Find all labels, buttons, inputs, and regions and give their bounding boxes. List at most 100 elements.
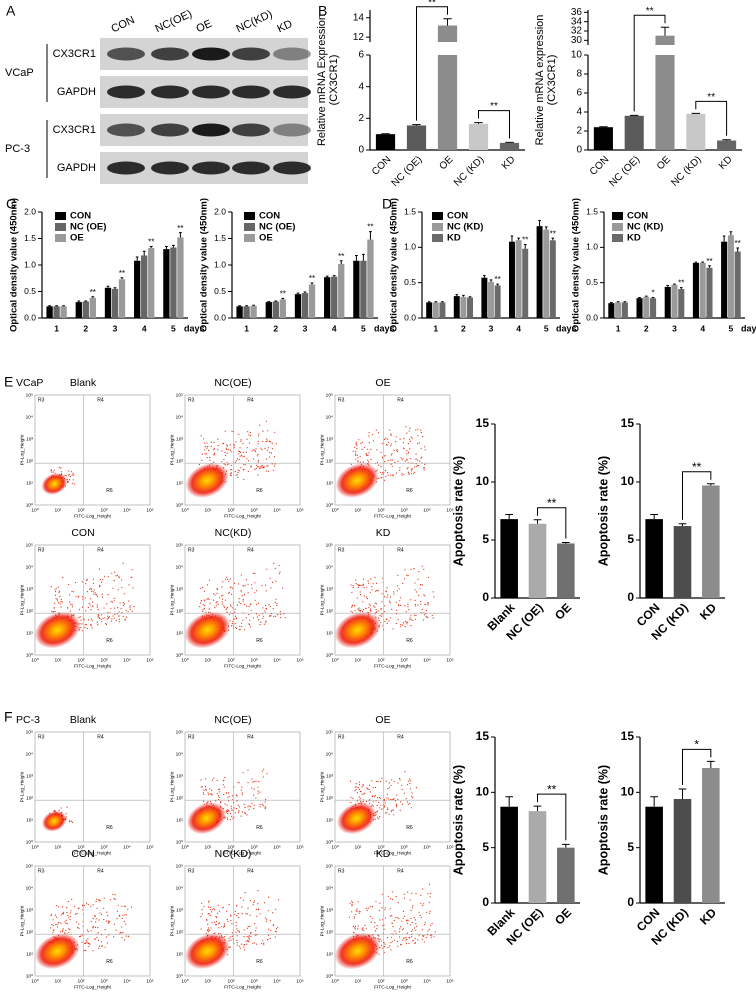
x-tick-label: KD — [697, 600, 719, 622]
event-dot — [381, 452, 382, 453]
event-dot — [115, 894, 116, 895]
event-dot — [50, 927, 51, 928]
significance-label: ** — [338, 252, 344, 261]
event-dot — [239, 626, 240, 627]
blot-band — [151, 162, 189, 175]
event-dot — [244, 807, 245, 808]
event-dot — [252, 450, 253, 451]
lane-label: NC(OE) — [153, 8, 194, 35]
y-tick-label: 10¹ — [26, 951, 33, 957]
event-dot — [248, 782, 249, 783]
event-dot — [70, 611, 71, 612]
event-dot — [93, 579, 94, 580]
y-axis-label: PI-Log_Height — [19, 771, 25, 802]
event-dot — [111, 618, 112, 619]
event-dot — [256, 468, 257, 469]
event-dot — [385, 470, 386, 471]
event-dot — [209, 599, 210, 600]
event-dot — [419, 912, 420, 913]
gate-label: R6 — [406, 638, 413, 644]
event-dot — [71, 899, 72, 900]
event-dot — [262, 940, 263, 941]
event-dot — [75, 596, 76, 597]
event-dot — [355, 610, 356, 611]
event-dot — [362, 601, 363, 602]
event-dot — [379, 816, 380, 817]
event-dot — [55, 915, 56, 916]
event-dot — [85, 597, 86, 598]
event-dot — [258, 435, 259, 436]
event-dot — [248, 805, 249, 806]
event-dot — [230, 936, 231, 937]
event-dot — [51, 924, 52, 925]
event-dot — [252, 781, 253, 782]
event-dot — [262, 467, 263, 468]
event-dot — [221, 587, 222, 588]
event-dot — [247, 928, 248, 929]
event-dot — [384, 929, 385, 930]
event-dot — [246, 579, 247, 580]
event-dot — [275, 568, 276, 569]
x-axis-label: FITC-Log_Height — [74, 513, 111, 519]
event-dot — [370, 592, 371, 593]
event-dot — [72, 483, 73, 484]
event-dot — [377, 925, 378, 926]
event-dot — [205, 778, 206, 779]
event-dot — [424, 446, 425, 447]
event-dot — [404, 894, 405, 895]
y-tick-label: 10¹ — [176, 817, 183, 823]
event-dot — [253, 458, 254, 459]
error-bar — [355, 255, 358, 260]
event-dot — [220, 802, 221, 803]
event-dot — [211, 790, 212, 791]
event-dot — [410, 617, 411, 618]
event-dot — [377, 797, 378, 798]
bar — [302, 293, 308, 318]
event-dot — [415, 605, 416, 606]
event-dot — [203, 438, 204, 439]
event-dot — [93, 926, 94, 927]
event-dot — [264, 448, 265, 449]
bar — [543, 230, 549, 318]
event-dot — [366, 587, 367, 588]
event-dot — [57, 600, 58, 601]
event-dot — [262, 431, 263, 432]
bar — [250, 306, 256, 318]
event-dot — [100, 579, 101, 580]
gate-label: R4 — [97, 397, 104, 403]
event-dot — [258, 619, 259, 620]
y-tick-label: 0.5 — [404, 277, 416, 287]
event-dot — [359, 913, 360, 914]
event-dot — [59, 596, 60, 597]
event-dot — [391, 915, 392, 916]
y-tick-label: 1.0 — [586, 242, 598, 252]
event-dot — [201, 903, 202, 904]
event-dot — [409, 619, 410, 620]
event-dot — [419, 442, 420, 443]
event-dot — [375, 787, 376, 788]
event-dot — [384, 799, 385, 800]
event-dot — [237, 605, 238, 606]
event-dot — [211, 927, 212, 928]
event-dot — [90, 624, 91, 625]
event-dot — [231, 806, 232, 807]
event-dot — [209, 788, 210, 789]
event-dot — [68, 932, 69, 933]
event-dot — [106, 624, 107, 625]
bar — [367, 240, 373, 318]
bar — [625, 116, 644, 150]
event-dot — [227, 819, 228, 820]
event-dot — [227, 579, 228, 580]
event-dot — [53, 471, 54, 472]
event-dot — [101, 582, 102, 583]
event-dot — [203, 790, 204, 791]
event-dot — [254, 923, 255, 924]
y-tick-label: 6 — [358, 50, 364, 61]
event-dot — [60, 603, 61, 604]
event-dot — [227, 921, 228, 922]
y-tick-label: 5 — [627, 532, 634, 546]
event-dot — [409, 803, 410, 804]
event-dot — [264, 806, 265, 807]
event-dot — [414, 615, 415, 616]
event-dot — [95, 921, 96, 922]
